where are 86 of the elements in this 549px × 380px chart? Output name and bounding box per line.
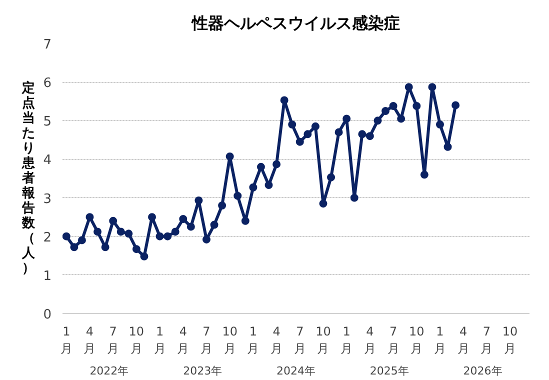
x-tick-label: 4 月	[364, 324, 376, 356]
point	[444, 142, 452, 151]
text: 定点当たり患者報告数（人）	[22, 81, 36, 276]
point	[148, 213, 156, 222]
x-tick-label: 4 月	[270, 324, 283, 356]
y-tick-label: 1	[43, 268, 52, 284]
point	[319, 200, 328, 208]
x-tick-label: 1 月	[340, 324, 353, 356]
point	[202, 235, 210, 244]
x-tick-label: 10 月	[128, 324, 144, 356]
x-tick-label: 1 月	[60, 324, 72, 356]
point	[194, 196, 203, 204]
point	[62, 232, 70, 240]
point	[140, 252, 148, 260]
point	[132, 245, 140, 254]
point	[264, 181, 273, 190]
x-tick-label: 10 月	[502, 324, 518, 356]
text: 2023年	[183, 364, 222, 378]
point	[404, 83, 413, 92]
y-tick-label: 6	[43, 76, 52, 92]
point	[311, 122, 320, 130]
chart-title: 性器ヘルペスウイルス感染症	[191, 14, 400, 32]
point	[428, 83, 436, 92]
point	[382, 107, 390, 115]
x-tick-label: 7 月	[480, 324, 493, 356]
point	[366, 132, 374, 140]
text: 2022年	[90, 364, 129, 378]
point	[436, 120, 444, 128]
x-tick-label: 7 月	[200, 324, 212, 356]
point	[226, 152, 234, 161]
point	[164, 232, 172, 240]
point	[179, 215, 188, 223]
point	[350, 194, 358, 202]
x-tick-label: 10 月	[409, 324, 424, 356]
x-tick-label: 7 月	[107, 324, 120, 356]
point	[374, 116, 382, 125]
y-tick-label: 2	[43, 230, 52, 246]
point	[116, 228, 125, 236]
point	[210, 220, 218, 229]
point	[358, 130, 366, 138]
x-tick-label: 4 月	[84, 324, 96, 356]
point	[272, 160, 281, 168]
point	[171, 228, 180, 236]
point	[124, 230, 133, 238]
point	[280, 96, 288, 104]
point	[94, 228, 102, 236]
text: 2025年	[370, 364, 409, 378]
point	[288, 120, 296, 128]
point	[397, 114, 406, 123]
point	[78, 236, 86, 244]
point	[452, 101, 460, 110]
point	[241, 216, 250, 225]
point	[86, 213, 94, 222]
point	[304, 130, 312, 138]
x-tick-label: 10 月	[316, 324, 331, 356]
x-tick-label: 4 月	[177, 324, 190, 356]
x-tick-label: 1 月	[434, 324, 446, 356]
y-tick-label: 3	[43, 192, 52, 207]
point	[109, 216, 118, 225]
point	[218, 202, 226, 210]
y-tick-label: 5	[43, 114, 52, 130]
y-tick-label: 4	[43, 153, 52, 168]
point	[420, 170, 428, 179]
x-tick-label: 7 月	[294, 324, 306, 356]
point	[256, 162, 265, 171]
point	[249, 183, 258, 192]
x-tick-label: 10 月	[222, 324, 238, 356]
y-tick-label: 7	[43, 38, 52, 52]
x-tick-label: 1 月	[154, 324, 166, 356]
text: 2024年	[276, 364, 316, 378]
point	[412, 102, 421, 110]
point	[156, 232, 164, 240]
x-tick-label: 7 月	[387, 324, 400, 356]
x-tick-label: 1 月	[247, 324, 260, 356]
point	[327, 173, 336, 182]
y-tick-label: 0	[43, 308, 52, 322]
x-tick-label: 4 月	[457, 324, 470, 356]
point	[186, 222, 195, 231]
point	[342, 114, 351, 123]
point	[234, 192, 242, 200]
text: 2026年	[463, 364, 502, 378]
point	[334, 128, 343, 136]
point	[389, 102, 398, 110]
point	[101, 243, 110, 252]
point	[296, 138, 304, 146]
point	[70, 243, 78, 252]
